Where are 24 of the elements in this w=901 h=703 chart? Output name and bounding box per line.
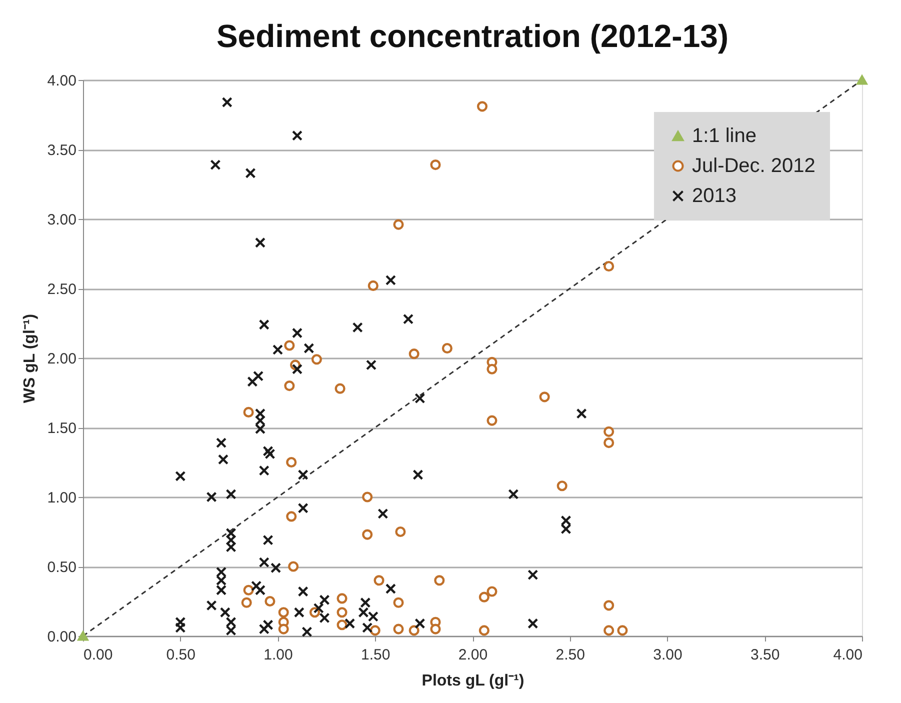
y-tick-label: 1.00: [47, 490, 76, 506]
x-tick-label: 0.50: [166, 646, 196, 664]
y-tick-label: 2.50: [47, 281, 76, 298]
y-tick-label: 4.00: [47, 72, 76, 90]
y-tick-label: 1.50: [47, 420, 76, 437]
x-tick-label: 3.50: [750, 646, 780, 664]
x-tick-label: 3.00: [653, 646, 682, 664]
x-axis-title: Plots gL (gl⁻¹): [422, 672, 524, 690]
x-tick-label: 2.00: [458, 646, 488, 664]
y-tick-label: 3.00: [47, 212, 76, 228]
y-tick-label: 0.50: [47, 559, 76, 576]
x-tick-label: 0.00: [84, 646, 113, 664]
y-tick-label: 2.00: [47, 350, 76, 368]
y-tick-label: 0.00: [47, 628, 76, 646]
y-axis-title: WS gL (gl⁻¹): [21, 314, 38, 404]
x-tick-label: 1.50: [361, 646, 390, 664]
y-tick-label: 3.50: [47, 142, 76, 159]
x-tick-label: 1.00: [264, 646, 293, 664]
legend-label: 1:1 line: [692, 125, 756, 147]
x-tick-label: 4.00: [833, 646, 862, 664]
chart-title: Sediment concentration (2012-13): [216, 18, 729, 54]
x-tick-label: 2.50: [556, 646, 585, 664]
legend-label: 2013: [692, 185, 736, 207]
legend-label: Jul-Dec. 2012: [692, 155, 816, 177]
